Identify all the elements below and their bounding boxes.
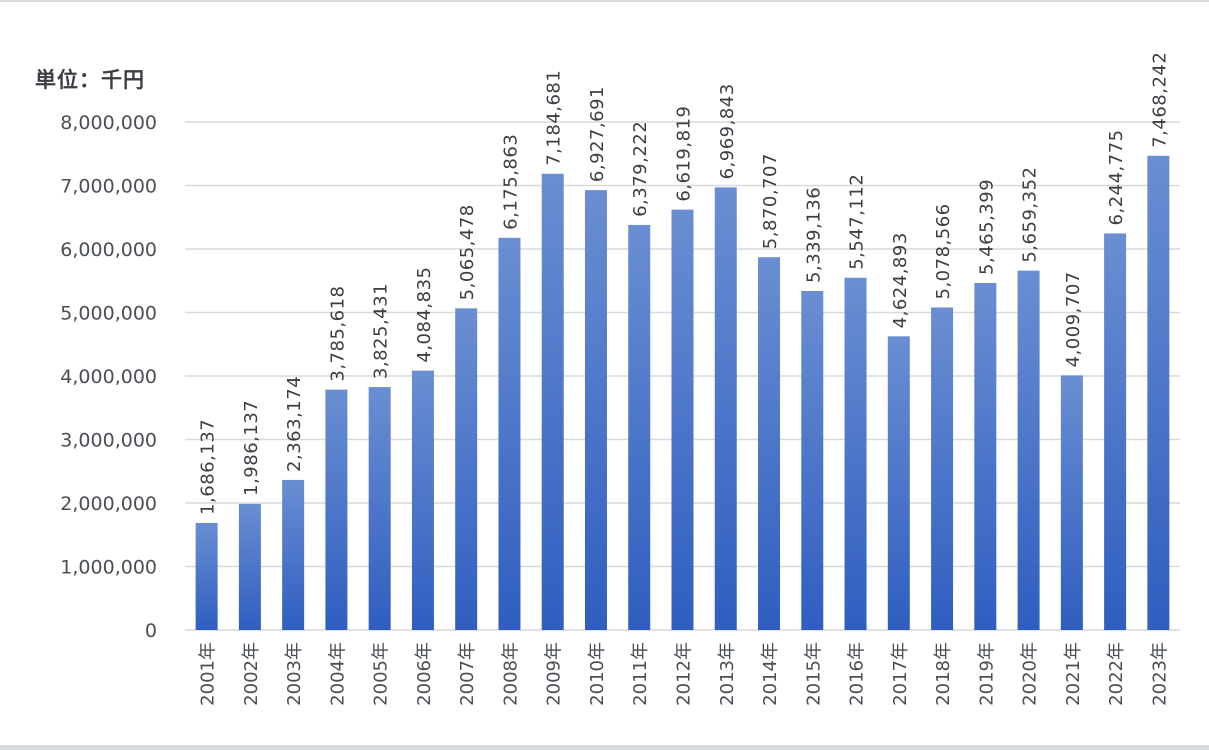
bar [758,257,781,630]
x-tick-label: 2003年 [284,642,305,706]
bar [671,209,694,631]
y-tick-label: 8,000,000 [60,112,157,134]
data-label: 6,969,843 [717,83,738,179]
data-label: 1,986,137 [241,400,262,496]
data-label: 3,825,431 [371,283,392,379]
bar [325,389,348,630]
bar [368,387,391,630]
data-label: 6,927,691 [587,86,608,182]
x-tick-label: 2017年 [890,642,911,706]
bar [714,187,737,630]
bar [801,290,824,630]
y-tick-label: 2,000,000 [60,493,157,515]
y-tick-label: 6,000,000 [60,239,157,261]
data-label: 5,870,707 [760,153,781,249]
bar [411,370,434,630]
data-label: 7,468,242 [1149,52,1170,148]
data-label: 5,078,566 [933,203,954,299]
bar [282,479,305,630]
bar [455,308,478,630]
data-label: 5,065,478 [457,204,478,300]
x-tick-label: 2022年 [1106,642,1127,706]
data-label: 5,659,352 [1020,167,1041,263]
bar [541,173,564,630]
x-tick-label: 2018年 [933,642,954,706]
bar [931,307,954,630]
x-tick-label: 2010年 [587,642,608,706]
y-tick-label: 0 [145,620,157,642]
x-tick-label: 2006年 [414,642,435,706]
y-tick-label: 1,000,000 [60,557,157,579]
data-label: 5,547,112 [847,174,868,270]
bar [1060,375,1083,630]
x-tick-label: 2015年 [803,642,824,706]
x-tick-label: 2008年 [500,642,521,706]
x-tick-label: 2020年 [1020,642,1041,706]
y-axis-tick-labels: 0 1,000,000 2,000,000 3,000,000 4,000,000 5,0… [60,112,157,642]
bar [1017,270,1040,630]
x-tick-label: 2007年 [457,642,478,706]
data-label: 6,175,863 [500,134,521,230]
x-tick-label: 2001年 [198,642,219,706]
y-tick-label: 5,000,000 [60,303,157,325]
data-label: 7,184,681 [544,70,565,166]
bar [844,277,867,630]
data-label: 6,379,222 [630,121,651,217]
data-label: 4,084,835 [414,267,435,363]
y-tick-label: 7,000,000 [60,176,157,198]
bar [628,224,651,630]
bar [974,282,997,630]
unit-label: 単位：千円 [35,68,145,92]
x-tick-label: 2005年 [371,642,392,706]
x-tick-label: 2012年 [674,642,695,706]
x-tick-label: 2009年 [544,642,565,706]
y-tick-label: 4,000,000 [60,366,157,388]
bar [238,503,261,630]
data-label: 6,244,775 [1106,129,1127,225]
data-label: 6,619,819 [674,106,695,202]
data-label: 4,009,707 [1063,271,1084,367]
x-tick-label: 2002年 [241,642,262,706]
bar [887,336,910,630]
x-axis-tick-labels: 2001年 2002年 2003年 2004年 2005年 2006年 2007年 2008年… [198,642,1171,706]
bar [1147,155,1170,630]
x-tick-label: 2014年 [760,642,781,706]
data-label: 3,785,618 [327,286,348,382]
x-tick-label: 2011年 [630,642,651,706]
data-labels: 1,686,137 1,986,137 2,363,174 3,785,618 3,82… [198,52,1171,515]
y-tick-label: 3,000,000 [60,430,157,452]
x-tick-label: 2021年 [1063,642,1084,706]
x-tick-label: 2019年 [976,642,997,706]
bar [498,237,521,630]
bars [195,155,1170,631]
bar [584,190,607,631]
x-tick-label: 2013年 [717,642,738,706]
data-label: 2,363,174 [284,376,305,472]
x-tick-label: 2004年 [327,642,348,706]
x-tick-label: 2023年 [1149,642,1170,706]
bar [1104,233,1127,630]
bar [195,522,218,630]
data-label: 5,339,136 [803,187,824,283]
data-label: 1,686,137 [198,419,219,515]
data-label: 4,624,893 [890,232,911,328]
data-label: 5,465,399 [976,179,997,275]
x-tick-label: 2016年 [847,642,868,706]
